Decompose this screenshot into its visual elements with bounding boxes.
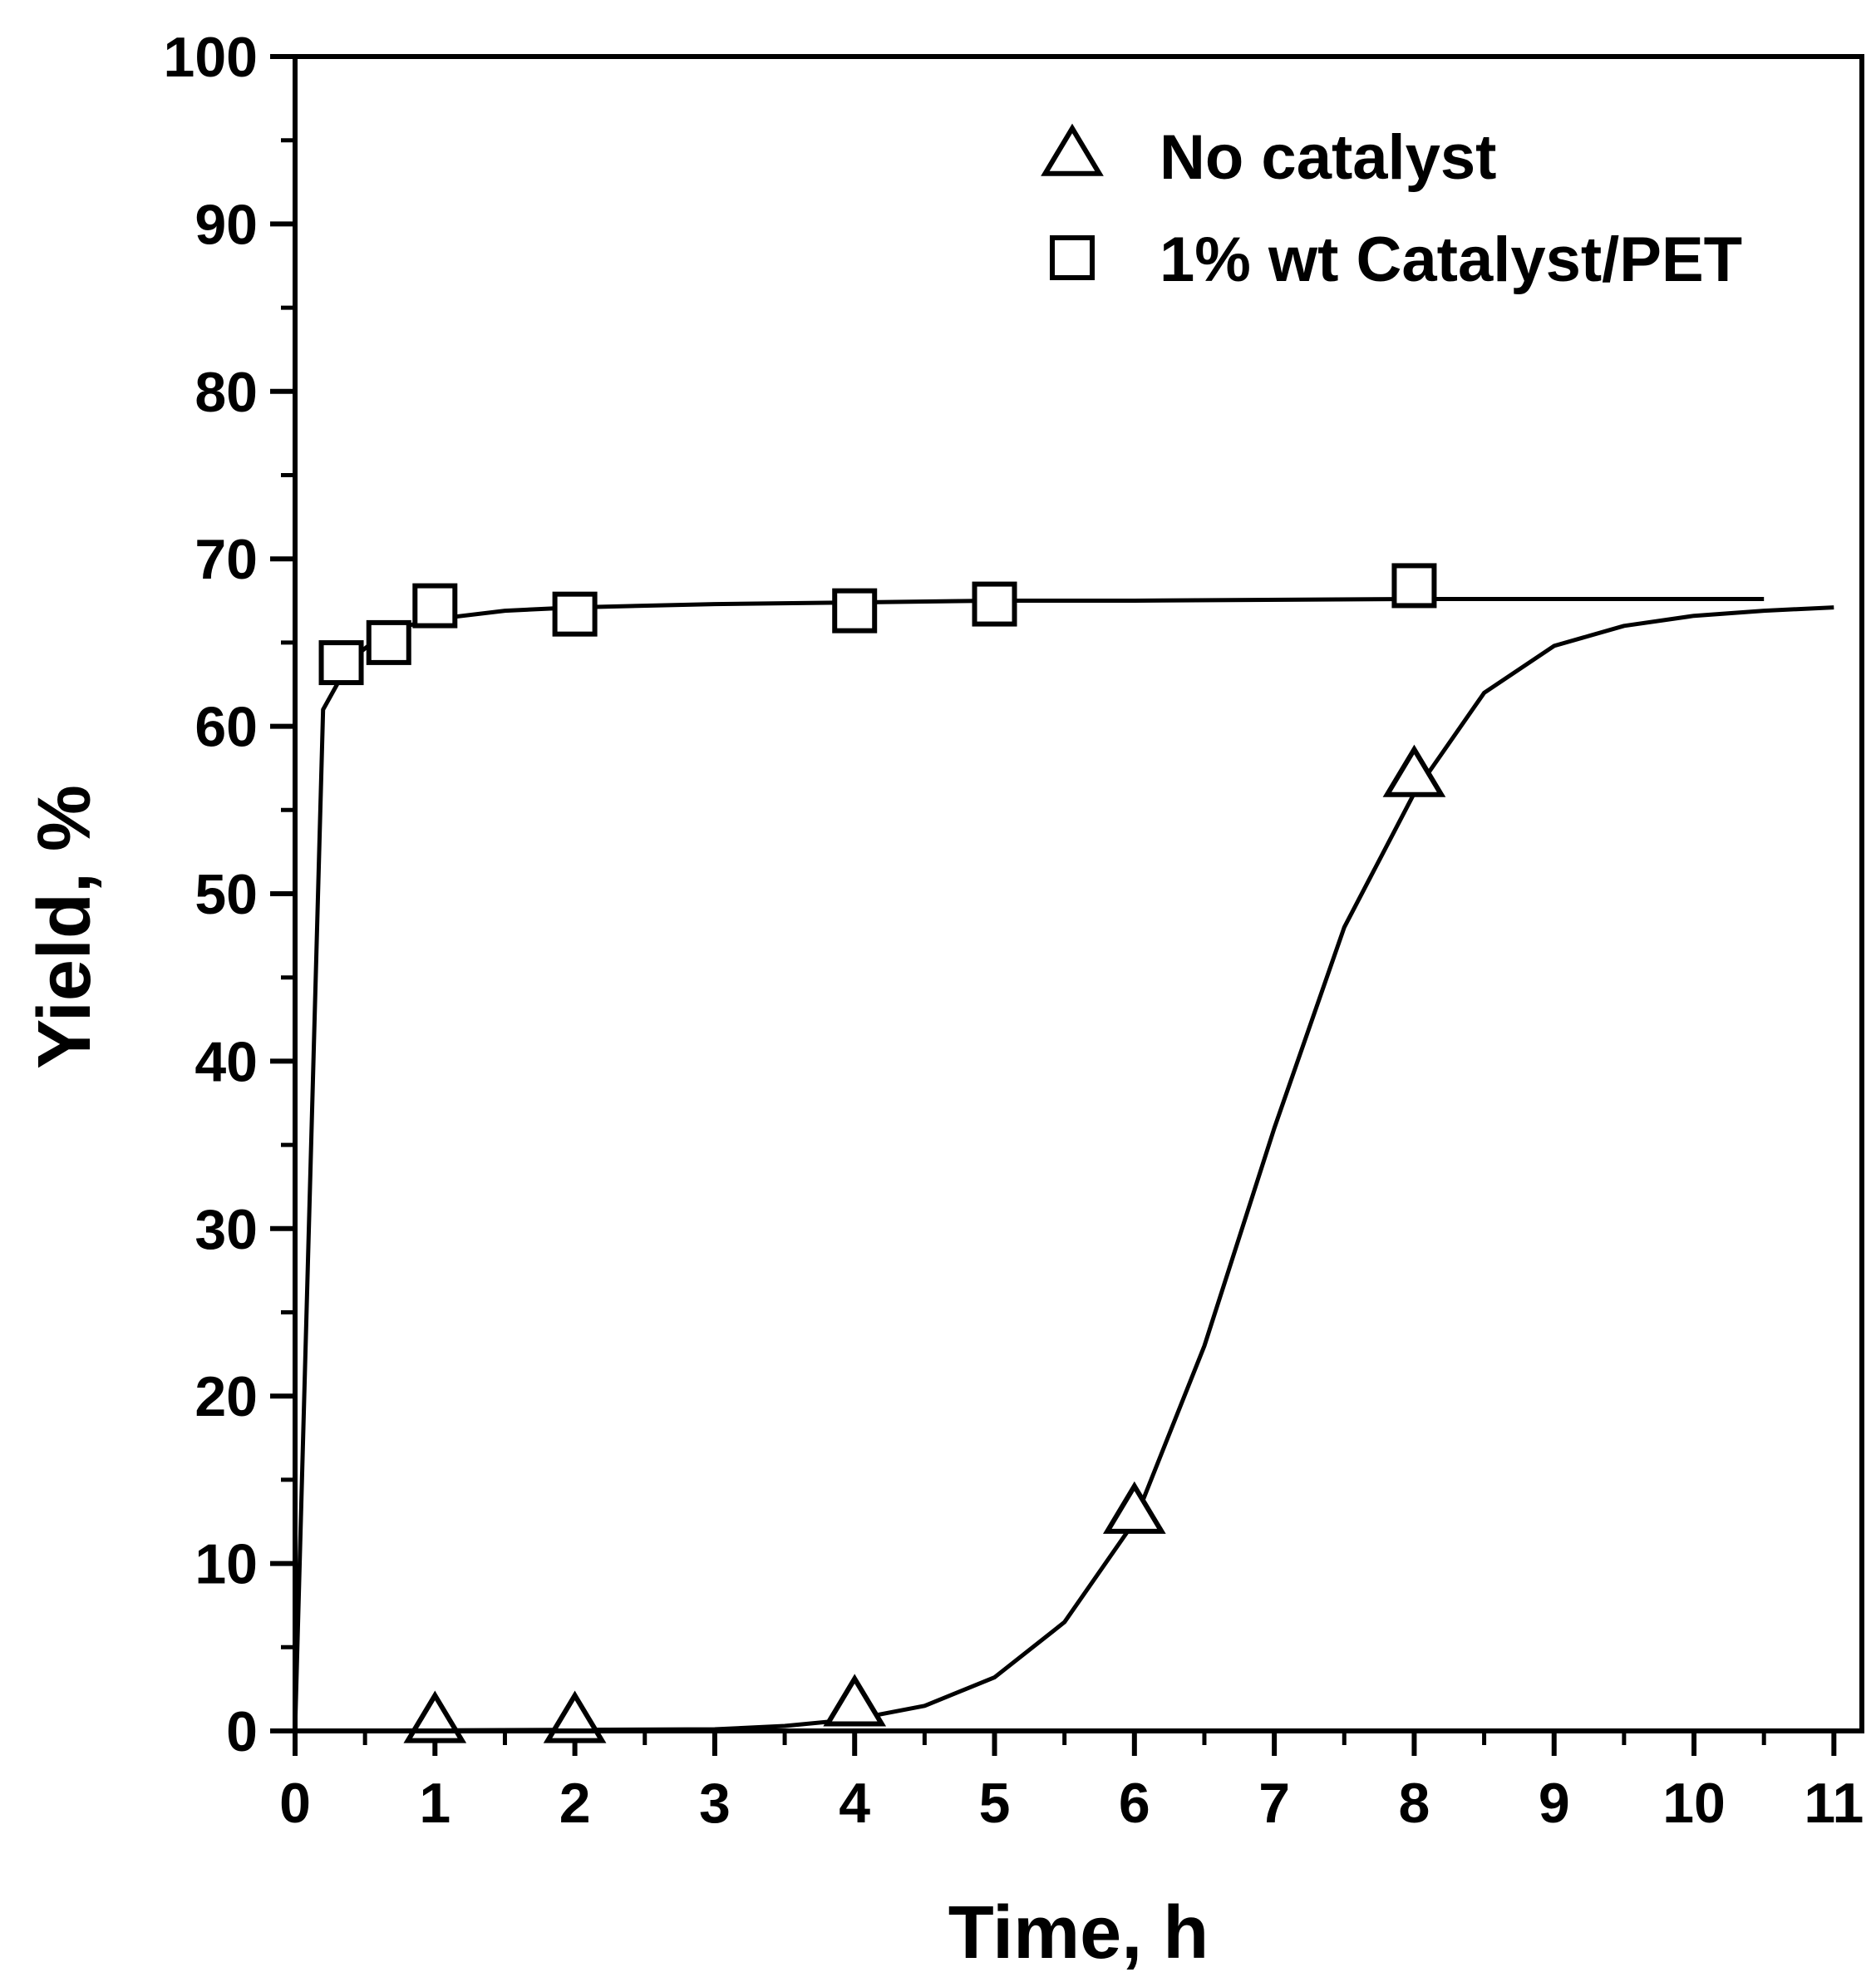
square-point: [1391, 563, 1437, 609]
y-tick-label: 60: [194, 696, 258, 759]
y-tick-label: 100: [164, 26, 258, 89]
fit-curve-series-1: [293, 597, 1765, 1732]
x-tick-label: 9: [1539, 1772, 1570, 1835]
square-point: [552, 591, 598, 637]
plot-frame: [293, 54, 1864, 1733]
triangle-point: [1102, 1481, 1166, 1534]
data-points: [318, 563, 1446, 1743]
x-tick-label: 3: [699, 1772, 731, 1835]
triangle-point: [1382, 744, 1446, 797]
x-tick-label: 7: [1258, 1772, 1290, 1835]
y-tick-label: 50: [194, 863, 258, 926]
y-tick-label: 90: [194, 193, 258, 256]
x-tick-label: 4: [839, 1772, 870, 1835]
y-tick-label: 30: [194, 1198, 258, 1261]
x-tick-label: 2: [559, 1772, 591, 1835]
legend: No catalyst 1% wt Catalyst/PET: [1041, 122, 1742, 295]
y-tick-label: 0: [226, 1700, 258, 1763]
square-point: [972, 581, 1017, 627]
x-tick-label: 5: [979, 1772, 1011, 1835]
y-tick-label: 10: [194, 1533, 258, 1596]
fit-curves: [293, 597, 1834, 1733]
x-axis-title: Time, h: [948, 1891, 1209, 1975]
legend-label-no-catalyst: No catalyst: [1160, 122, 1497, 193]
y-tick-label: 70: [194, 528, 258, 591]
square-point: [318, 640, 364, 686]
axis-ticks: [270, 54, 1837, 1756]
triangle-point: [823, 1674, 887, 1727]
legend-triangle-icon: [1041, 123, 1104, 176]
triangle-point: [543, 1690, 607, 1743]
x-tick-label: 8: [1399, 1772, 1430, 1835]
x-tick-label: 11: [1804, 1772, 1864, 1835]
y-tick-label: 80: [194, 361, 258, 424]
legend-marker-square: [1050, 235, 1095, 280]
x-tick-label: 6: [1119, 1772, 1150, 1835]
square-point: [366, 619, 411, 665]
square-point: [832, 588, 878, 634]
y-axis-title: Yield, %: [23, 785, 106, 1069]
legend-square-icon: [1050, 235, 1095, 280]
x-tick-label: 1: [419, 1772, 451, 1835]
square-point: [412, 583, 458, 629]
fit-curve-series-0: [294, 605, 1834, 1733]
triangle-point: [403, 1690, 467, 1743]
y-tick-label: 40: [194, 1030, 258, 1093]
x-tick-label: 10: [1662, 1772, 1726, 1835]
tick-labels: 0 1 2 3 4 5 6 7 8 9 10 11 0 10 20 30 40 50 60 70 80 90 100: [164, 26, 1864, 1835]
y-tick-label: 20: [194, 1365, 258, 1428]
x-tick-label: 0: [279, 1772, 311, 1835]
legend-label-catalyst: 1% wt Catalyst/PET: [1160, 224, 1742, 295]
legend-marker-triangle: [1041, 123, 1104, 176]
